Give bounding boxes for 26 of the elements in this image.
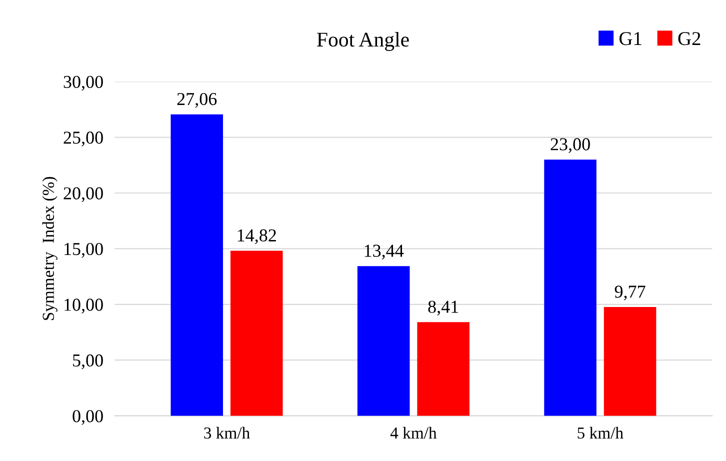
data-label: 14,82: [238, 229, 276, 244]
chart-title: Foot Angle: [317, 32, 409, 51]
bar: [357, 266, 410, 416]
y-tick-label: 0,00: [72, 410, 103, 425]
y-axis-title: Symmetry Index (%): [42, 177, 58, 320]
x-tick-label: 3 km/h: [204, 426, 250, 439]
y-tick-label: 25,00: [64, 132, 103, 146]
y-tick-label: 20,00: [64, 187, 103, 202]
y-tick-label: 10,00: [64, 298, 103, 314]
legend-label: G1: [620, 32, 642, 46]
data-label: 8,41: [428, 300, 458, 316]
bar: [170, 114, 224, 416]
data-label: 13,44: [364, 244, 404, 260]
x-tick-label: 5 km/h: [578, 426, 624, 439]
x-tick-label: 4 km/h: [390, 426, 437, 439]
bar: [417, 322, 470, 416]
bar: [604, 306, 656, 416]
data-label: 23,00: [550, 138, 590, 153]
y-tick-label: 5,00: [73, 354, 103, 370]
bar: [230, 250, 283, 416]
y-tick-label: 15,00: [64, 242, 103, 258]
data-label: 27,06: [177, 92, 217, 108]
y-tick-label: 30,00: [64, 76, 103, 91]
bar: [544, 160, 596, 416]
legend-label: G2: [678, 32, 700, 46]
data-label: 9,77: [614, 286, 646, 300]
